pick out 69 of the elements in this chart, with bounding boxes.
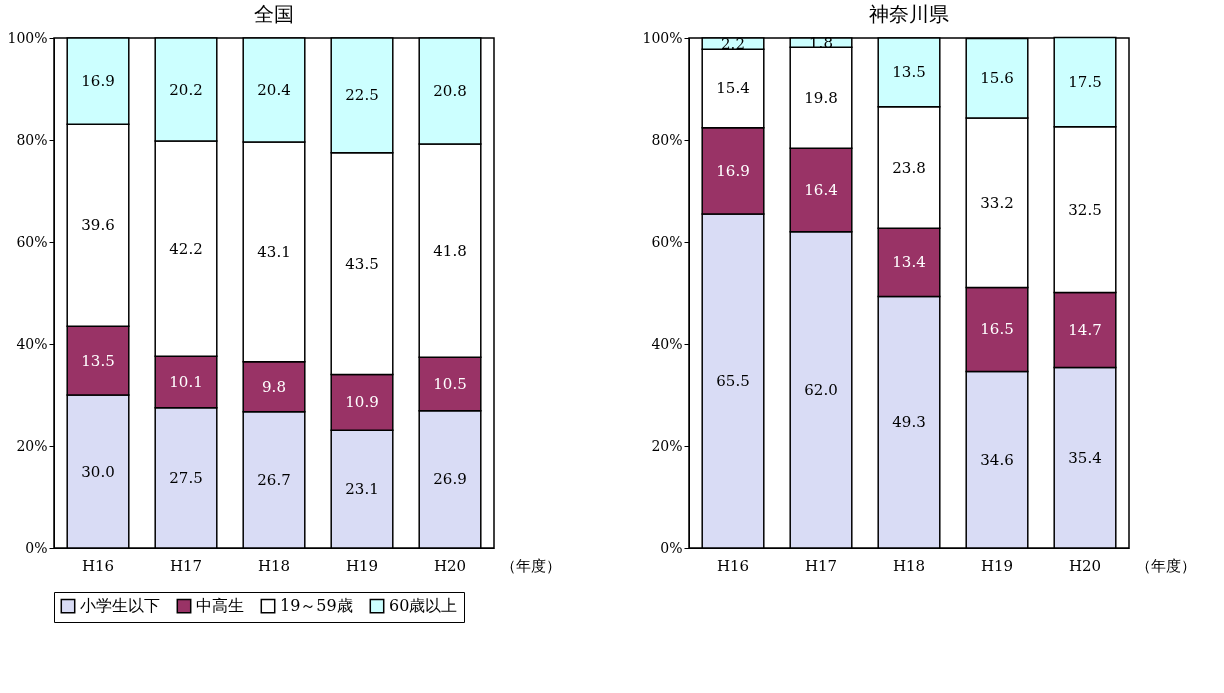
y-tick-label: 100% bbox=[7, 29, 48, 46]
data-label: 34.6 bbox=[980, 450, 1014, 469]
data-label: 26.9 bbox=[433, 470, 467, 489]
data-label: 20.4 bbox=[257, 81, 291, 100]
data-label: 23.1 bbox=[345, 480, 379, 499]
data-label: 9.8 bbox=[262, 377, 286, 396]
y-tick-label: 40% bbox=[16, 335, 48, 352]
data-label: 16.9 bbox=[81, 72, 115, 91]
x-tick-label: H17 bbox=[804, 556, 838, 575]
data-label: 22.5 bbox=[345, 86, 379, 105]
data-label: 30.0 bbox=[81, 462, 115, 481]
data-label: 62.0 bbox=[804, 380, 838, 399]
data-label: 27.5 bbox=[169, 468, 203, 487]
data-label: 14.7 bbox=[1068, 320, 1102, 339]
y-tick-label: 60% bbox=[16, 233, 48, 250]
x-axis-title: （年度） bbox=[1135, 556, 1196, 575]
x-tick-label: H16 bbox=[81, 556, 115, 575]
data-label: 13.4 bbox=[892, 253, 926, 272]
data-label: 20.8 bbox=[433, 82, 467, 101]
data-label: 10.9 bbox=[345, 393, 379, 412]
data-label: 16.9 bbox=[716, 161, 750, 180]
data-label: 19.8 bbox=[804, 88, 838, 107]
x-axis-title: （年度） bbox=[500, 556, 561, 575]
data-label: 20.2 bbox=[169, 80, 203, 99]
data-label: 17.5 bbox=[1068, 73, 1102, 92]
data-label: 42.2 bbox=[169, 239, 203, 258]
data-label: 15.6 bbox=[980, 69, 1014, 88]
data-label: 15.4 bbox=[716, 79, 750, 98]
legend-label: 60歳以上 bbox=[389, 596, 458, 616]
x-tick-label: H18 bbox=[892, 556, 926, 575]
data-label: 10.5 bbox=[433, 375, 467, 394]
x-tick-label: H19 bbox=[345, 556, 379, 575]
chart-title: 全国 bbox=[254, 2, 294, 26]
data-label: 43.5 bbox=[345, 254, 379, 273]
x-tick-label: H17 bbox=[169, 556, 203, 575]
legend-label: 19～59歳 bbox=[280, 596, 353, 616]
y-tick-label: 20% bbox=[651, 437, 683, 454]
data-label: 35.4 bbox=[1068, 448, 1102, 467]
x-tick-label: H20 bbox=[433, 556, 467, 575]
data-label: 16.5 bbox=[980, 320, 1014, 339]
data-label: 26.7 bbox=[257, 470, 291, 489]
data-label: 65.5 bbox=[716, 371, 750, 390]
data-label: 43.1 bbox=[257, 242, 291, 261]
data-label: 16.4 bbox=[804, 180, 838, 199]
data-label: 13.5 bbox=[81, 351, 115, 370]
data-label: 32.5 bbox=[1068, 200, 1102, 219]
y-tick-label: 0% bbox=[660, 539, 683, 556]
y-tick-label: 0% bbox=[25, 539, 48, 556]
x-tick-label: H18 bbox=[257, 556, 291, 575]
x-tick-label: H20 bbox=[1068, 556, 1102, 575]
legend-label: 中高生 bbox=[196, 596, 244, 616]
data-label: 13.5 bbox=[892, 63, 926, 82]
x-tick-label: H19 bbox=[980, 556, 1014, 575]
data-label: 10.1 bbox=[169, 372, 203, 391]
data-label: 39.6 bbox=[81, 216, 115, 235]
data-label: 2.2 bbox=[721, 34, 745, 53]
data-label: 33.2 bbox=[980, 193, 1014, 212]
y-tick-label: 60% bbox=[651, 233, 683, 250]
y-tick-label: 100% bbox=[642, 29, 683, 46]
x-tick-label: H16 bbox=[716, 556, 750, 575]
data-label: 23.8 bbox=[892, 158, 926, 177]
y-tick-label: 20% bbox=[16, 437, 48, 454]
legend-label: 小学生以下 bbox=[80, 596, 160, 616]
chart-title: 神奈川県 bbox=[869, 2, 949, 26]
y-tick-label: 40% bbox=[651, 335, 683, 352]
y-tick-label: 80% bbox=[16, 131, 48, 148]
data-label: 49.3 bbox=[892, 413, 926, 432]
data-label: 41.8 bbox=[433, 241, 467, 260]
y-tick-label: 80% bbox=[651, 131, 683, 148]
